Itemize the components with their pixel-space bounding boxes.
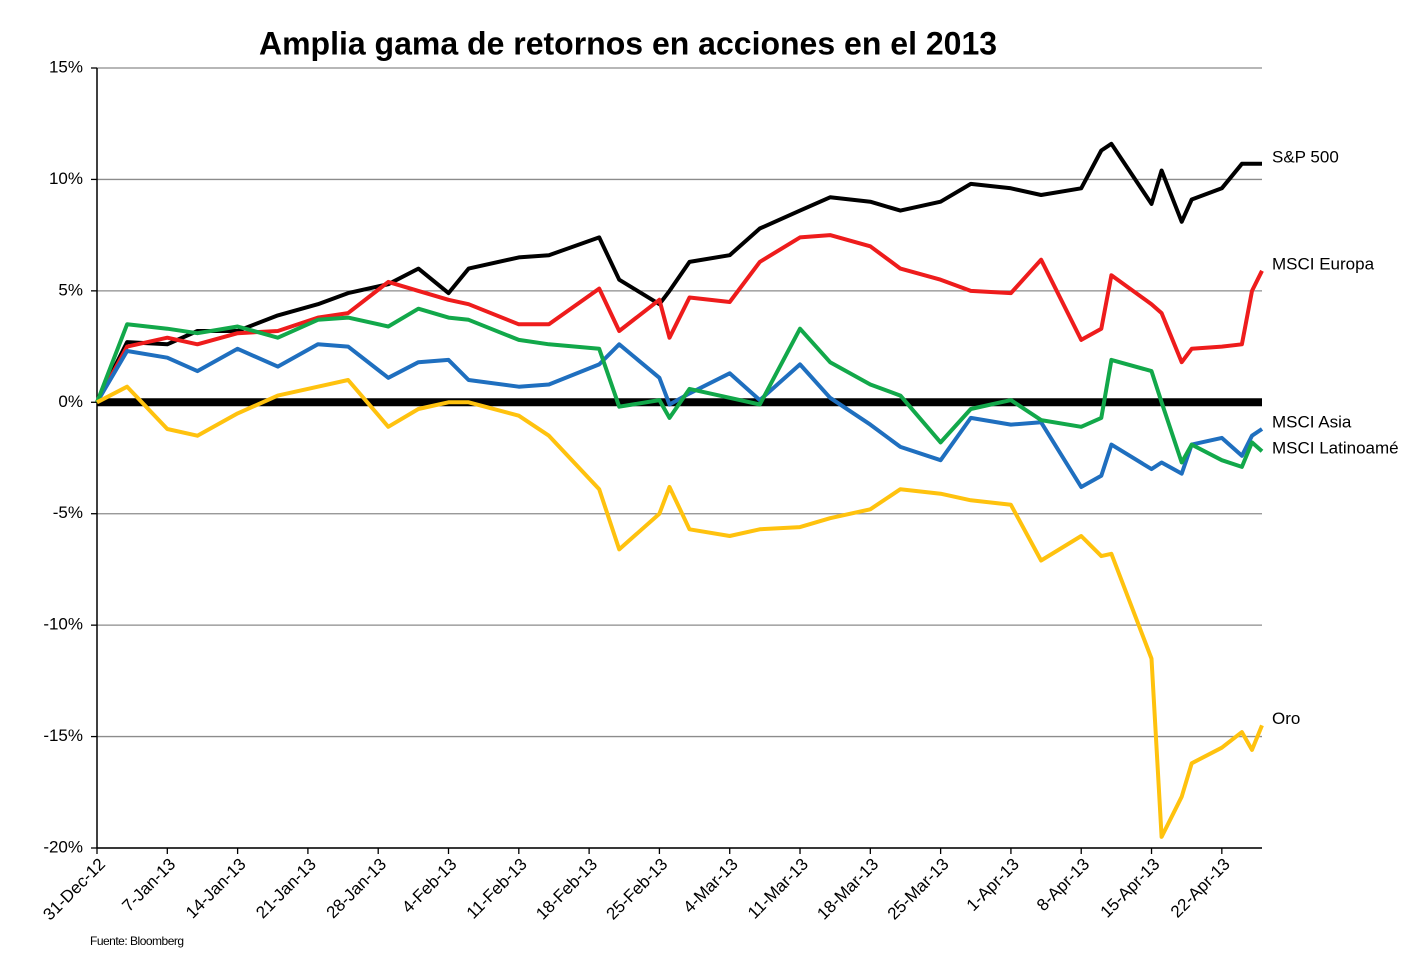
y-tick-label: 5% <box>58 280 83 299</box>
x-tick-label: 25-Feb-13 <box>603 855 672 924</box>
y-tick-label: -10% <box>43 615 83 634</box>
line-series <box>96 378 1264 839</box>
line-series <box>95 306 1264 469</box>
x-tick-label: 31-Dec-12 <box>39 855 109 925</box>
source: Fuente: Bloomberg <box>90 934 184 948</box>
line-series <box>95 233 1264 404</box>
line-series <box>95 342 1264 489</box>
x-tick-label: 22-Apr-13 <box>1167 855 1234 922</box>
x-tick-label: 21-Jan-13 <box>252 855 320 923</box>
x-tick-label: 18-Feb-13 <box>532 855 601 924</box>
x-tick-label: 11-Feb-13 <box>463 855 531 923</box>
y-tick-label: 15% <box>49 57 83 76</box>
x-tick-label: 1-Apr-13 <box>963 855 1023 915</box>
line-series <box>95 141 1262 404</box>
x-tick-label: 15-Apr-13 <box>1097 855 1164 922</box>
x-tick-label: 28-Jan-13 <box>323 855 391 923</box>
x-tick-label: 25-Mar-13 <box>884 855 953 924</box>
series-label: MSCI Asia <box>1272 413 1352 432</box>
series-label: S&P 500 <box>1272 147 1339 166</box>
x-tick-label: 14-Jan-13 <box>182 855 250 923</box>
x-tick-label: 7-Jan-13 <box>118 855 179 916</box>
x-tick-label: 4-Mar-13 <box>680 855 742 917</box>
x-tick-label: 8-Apr-13 <box>1033 855 1093 915</box>
x-tick-label: 4-Feb-13 <box>398 855 460 917</box>
series-label: Oro <box>1272 709 1300 728</box>
y-tick-label: -5% <box>53 503 83 522</box>
y-tick-label: -15% <box>43 726 83 745</box>
x-tick-label: 18-Mar-13 <box>813 855 882 924</box>
chart-title: Amplia gama de retornos en acciones en e… <box>259 25 997 61</box>
series-label: MSCI Latinoamé <box>1272 439 1399 458</box>
x-tick-label: 11-Mar-13 <box>744 855 812 923</box>
y-tick-label: 10% <box>49 169 83 188</box>
y-tick-label: 0% <box>58 392 83 411</box>
series-label: MSCI Europa <box>1272 254 1375 273</box>
y-tick-label: -20% <box>43 837 83 856</box>
